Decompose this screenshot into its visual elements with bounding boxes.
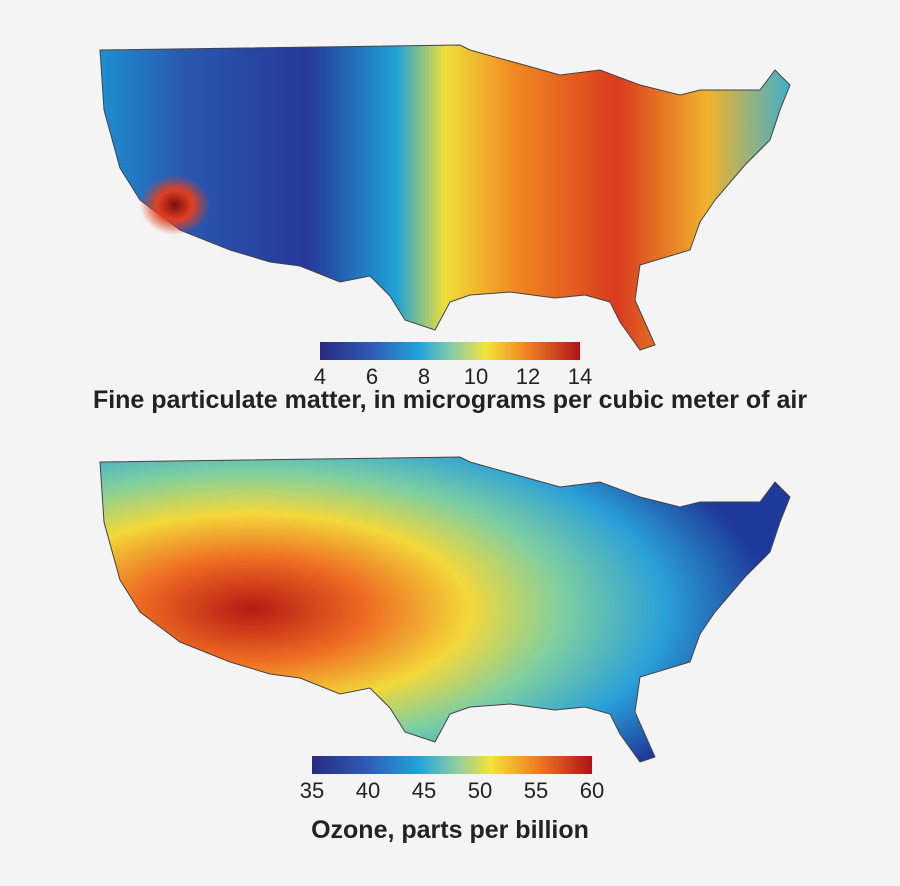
colorbar-tick-label: 45	[412, 778, 436, 803]
colorbar-tick-label: 40	[356, 778, 380, 803]
map-title: Ozone, parts per billion	[311, 816, 589, 844]
colorbar	[320, 342, 580, 360]
pm-map	[99, 44, 791, 351]
map-title: Fine particulate matter, in micrograms p…	[92, 386, 808, 414]
colorbar-tick-label: 55	[524, 778, 548, 803]
hotspot	[140, 175, 210, 235]
colorbar-tick-label: 8	[418, 364, 430, 389]
colorbar-tick-label: 10	[464, 364, 488, 389]
colorbar-tick-label: 4	[314, 364, 326, 389]
colorbar-tick-label: 50	[468, 778, 492, 803]
colorbar-tick-label: 35	[300, 778, 324, 803]
colorbar-tick-label: 60	[580, 778, 604, 803]
colorbar-tick-label: 12	[516, 364, 540, 389]
colorbar-tick-label: 14	[568, 364, 592, 389]
ozone-map	[99, 456, 791, 763]
colorbars: 4 6 8 10 12 14 35 40 45 50 55 60	[300, 342, 604, 803]
colorbar-tick-label: 6	[366, 364, 378, 389]
colorbar	[312, 756, 592, 774]
